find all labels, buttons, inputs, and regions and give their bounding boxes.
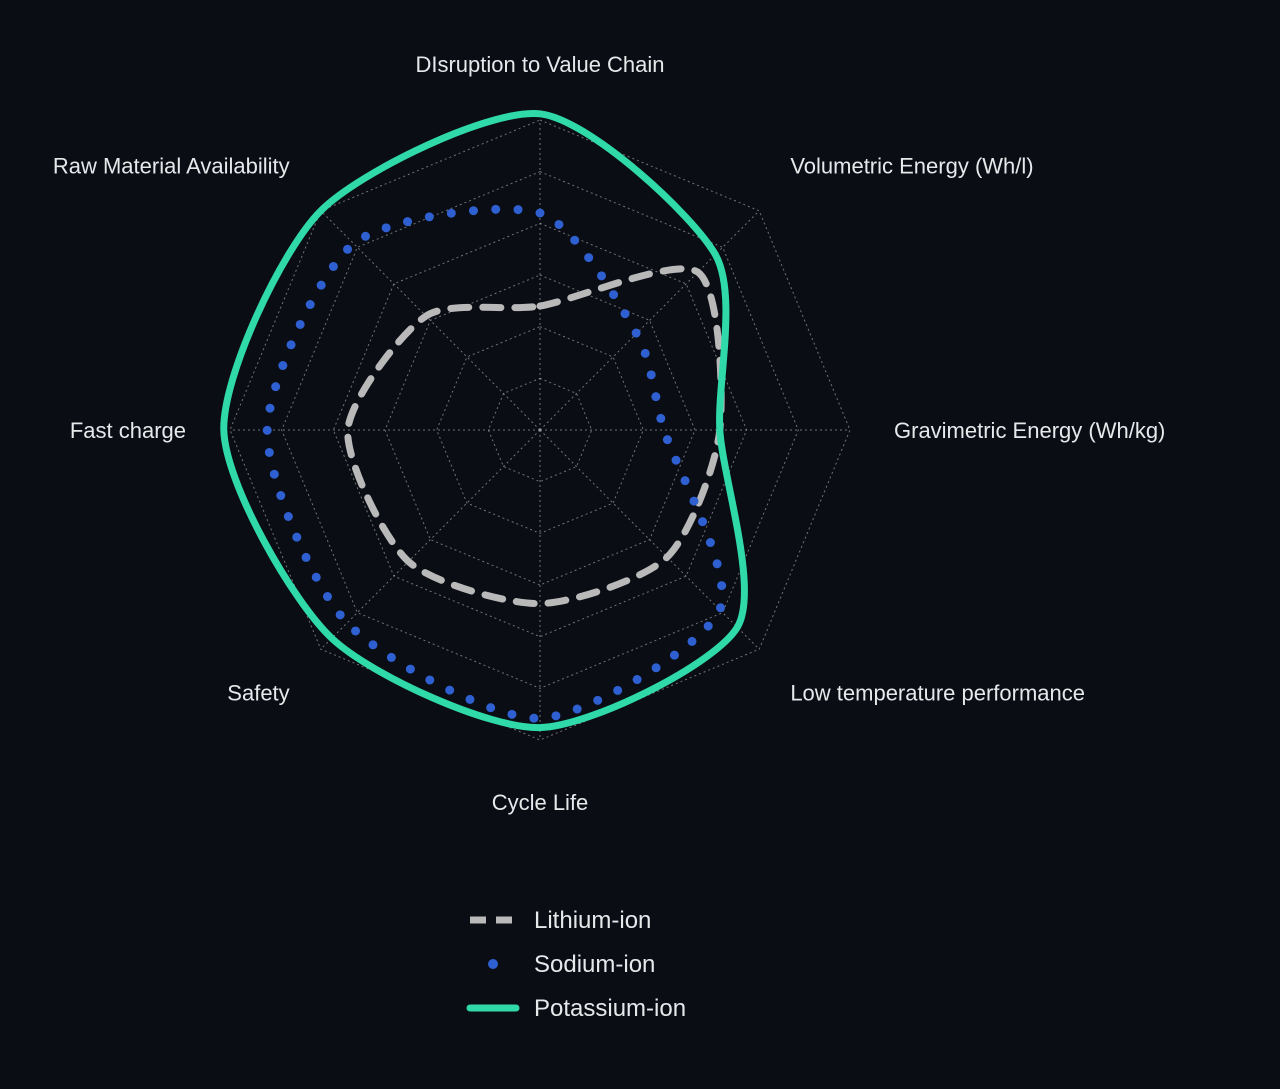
series-marker: [278, 361, 287, 370]
series-marker: [554, 220, 563, 229]
series-marker: [652, 663, 661, 672]
series-marker: [651, 392, 660, 401]
series-marker: [698, 517, 707, 526]
series-marker: [570, 236, 579, 245]
series-marker: [551, 711, 560, 720]
series-marker: [296, 320, 305, 329]
radar-chart-svg: DIsruption to Value Chain Volumetric Ener…: [0, 0, 1280, 1089]
series-marker: [343, 245, 352, 254]
series-marker: [621, 309, 630, 318]
series-marker: [593, 696, 602, 705]
legend-label: Sodium-ion: [534, 951, 655, 978]
series-marker: [317, 281, 326, 290]
series-marker: [387, 653, 396, 662]
series-marker: [361, 232, 370, 241]
series-marker: [465, 695, 474, 704]
series-marker: [507, 710, 516, 719]
series-marker: [382, 223, 391, 232]
series-marker: [271, 382, 280, 391]
series-marker: [609, 290, 618, 299]
series-marker: [302, 553, 311, 562]
series-marker: [670, 651, 679, 660]
series-marker: [263, 426, 272, 435]
series-marker: [663, 435, 672, 444]
series-marker: [716, 603, 725, 612]
series-marker: [688, 637, 697, 646]
series-marker: [425, 675, 434, 684]
axis-label: Raw Material Availability: [53, 154, 290, 179]
series-marker: [573, 705, 582, 714]
series-marker: [681, 476, 690, 485]
axis-label: Gravimetric Energy (Wh/kg): [894, 418, 1165, 443]
series-marker: [704, 622, 713, 631]
series-marker: [287, 340, 296, 349]
series-marker: [486, 703, 495, 712]
legend-label: Lithium-ion: [534, 907, 651, 934]
series-marker: [368, 640, 377, 649]
series-marker: [713, 559, 722, 568]
series-marker: [270, 470, 279, 479]
series-marker: [672, 456, 681, 465]
series-marker: [403, 217, 412, 226]
series-marker: [406, 665, 415, 674]
axis-label: Safety: [227, 680, 289, 705]
axis-label: DIsruption to Value Chain: [415, 52, 664, 77]
series-marker: [306, 300, 315, 309]
series-marker: [445, 686, 454, 695]
series-marker: [266, 404, 275, 413]
axis-label: Fast charge: [70, 418, 186, 443]
axis-label: Volumetric Energy (Wh/l): [790, 154, 1033, 179]
series-marker: [584, 253, 593, 262]
axis-label: Low temperature performance: [790, 680, 1085, 705]
series-marker: [632, 329, 641, 338]
series-marker: [447, 209, 456, 218]
series-marker: [656, 414, 665, 423]
series-marker: [717, 581, 726, 590]
series-marker: [265, 448, 274, 457]
series-marker: [529, 714, 538, 723]
series-marker: [292, 533, 301, 542]
series-marker: [425, 212, 434, 221]
series-marker: [536, 209, 545, 218]
series-marker: [514, 205, 523, 214]
series-marker: [351, 626, 360, 635]
legend-label: Potassium-ion: [534, 995, 686, 1022]
series-marker: [336, 610, 345, 619]
series-marker: [613, 686, 622, 695]
axis-label: Cycle Life: [492, 790, 589, 815]
series-marker: [284, 512, 293, 521]
series-marker: [597, 271, 606, 280]
series-marker: [312, 573, 321, 582]
series-marker: [329, 262, 338, 271]
series-marker: [491, 205, 500, 214]
series-marker: [469, 206, 478, 215]
series-marker: [276, 491, 285, 500]
series-marker: [633, 675, 642, 684]
legend-swatch: [488, 959, 498, 969]
series-marker: [706, 538, 715, 547]
series-marker: [323, 592, 332, 601]
series-marker: [647, 370, 656, 379]
radar-chart-container: DIsruption to Value Chain Volumetric Ener…: [0, 0, 1280, 1089]
series-marker: [689, 497, 698, 506]
series-marker: [641, 349, 650, 358]
